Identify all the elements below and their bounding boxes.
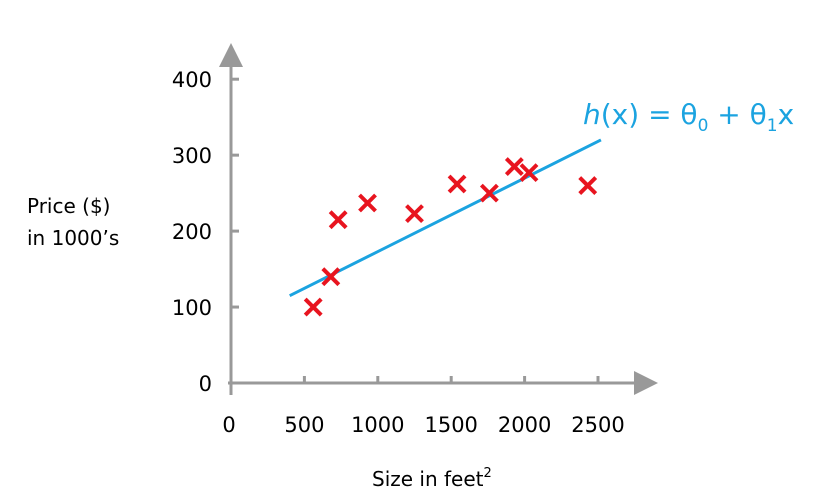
- y-tick-label: 400: [172, 68, 212, 92]
- data-point-stroke: [519, 163, 539, 183]
- x-axis-title: Size in feet2: [372, 466, 492, 491]
- data-point-stroke: [358, 193, 377, 213]
- y-tick-label: 0: [199, 372, 212, 396]
- x-tick-label: 1000: [351, 413, 404, 437]
- data-point-stroke: [479, 183, 499, 203]
- axes: [219, 43, 658, 395]
- formula-subscript-0: 0: [698, 116, 709, 136]
- x-tick-label: 0: [222, 413, 235, 437]
- formula-x-theta: (x) = θ: [601, 98, 698, 131]
- data-point: [321, 267, 341, 287]
- data-point-stroke: [321, 267, 341, 287]
- y-tick-label: 300: [172, 144, 212, 168]
- x-tick-label: 500: [284, 413, 324, 437]
- data-point: [519, 163, 539, 183]
- formula-subscript-1: 1: [767, 116, 778, 136]
- data-point-stroke: [328, 210, 348, 230]
- data-point: [358, 193, 377, 213]
- data-point-stroke: [405, 204, 424, 224]
- data-point: [405, 204, 424, 224]
- x-tick-label: 2000: [498, 413, 551, 437]
- data-point-stroke: [447, 174, 467, 194]
- data-point: [504, 157, 524, 176]
- data-point: [328, 210, 348, 230]
- hypothesis-formula: h(x) = θ0 + θ1x: [583, 98, 794, 136]
- data-point: [578, 176, 598, 195]
- formula-h: h: [583, 98, 601, 131]
- y-tick-label: 100: [172, 296, 212, 320]
- formula-variable: x: [778, 98, 795, 131]
- data-points: [303, 157, 598, 317]
- data-point: [479, 183, 499, 203]
- data-point: [447, 174, 467, 194]
- y-tick-label: 200: [172, 220, 212, 244]
- data-point-stroke: [303, 297, 323, 317]
- y-axis-title-line-1: Price ($): [27, 194, 110, 218]
- y-ticks: 0 100 200 300 400: [172, 68, 239, 396]
- fit-line: [289, 138, 602, 297]
- x-axis-title-text: Size in feet: [372, 467, 484, 491]
- data-point: [303, 297, 323, 317]
- data-point-stroke: [578, 176, 598, 195]
- y-axis-title-line-2: in 1000’s: [27, 226, 119, 250]
- x-tick-label: 2500: [571, 413, 624, 437]
- x-ticks: 0 500 1000 1500 2000 2500: [222, 376, 625, 437]
- x-axis-title-superscript: 2: [484, 466, 492, 481]
- x-tick-label: 1500: [424, 413, 477, 437]
- formula-plus-theta: + θ: [708, 98, 766, 131]
- data-point-stroke: [504, 157, 524, 176]
